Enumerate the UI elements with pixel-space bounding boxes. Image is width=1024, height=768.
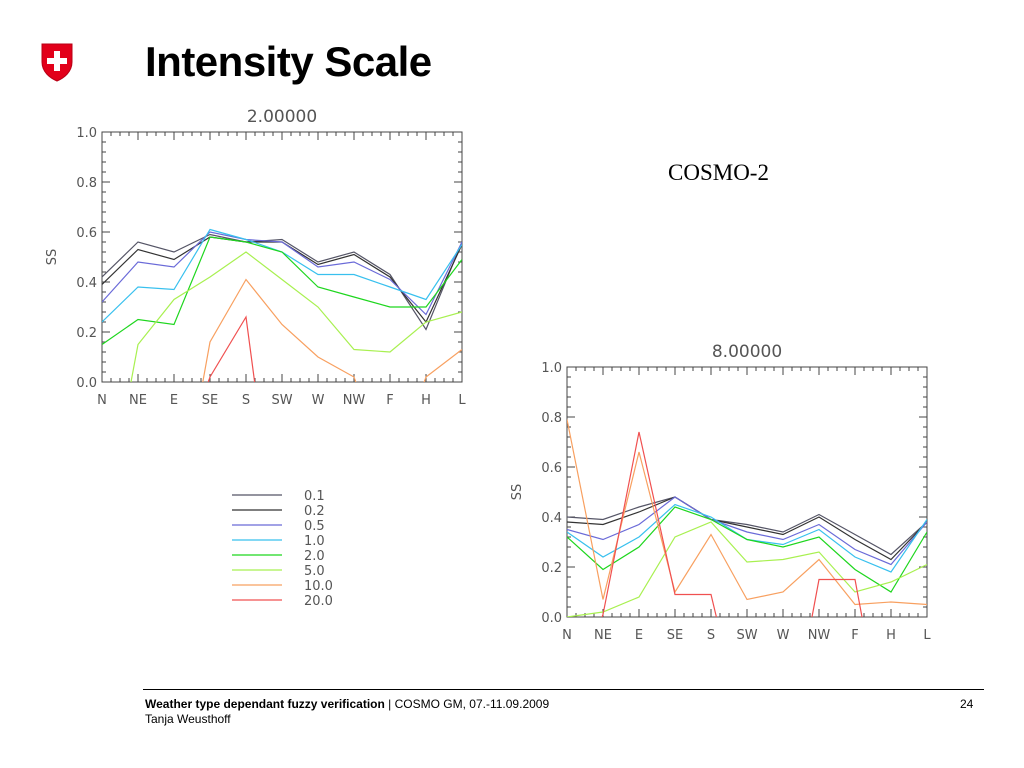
x-tick-label: S: [242, 393, 250, 408]
x-tick-label: W: [312, 393, 325, 408]
x-tick-label: SW: [271, 393, 292, 408]
y-tick-label: 0.8: [541, 411, 562, 426]
legend-label-2.0: 2.0: [304, 549, 325, 564]
y-tick-label: 0.6: [541, 461, 562, 476]
x-tick-label: SE: [667, 628, 683, 643]
intensity-scale-chart-1: 2.00000 SS 0.0 0.2 0.4 0.6 0.8 1.0 N NE E SE S SW W NW F…: [45, 107, 466, 408]
series-line-0.1: [567, 496, 927, 556]
y-tick-label: 0.8: [76, 176, 97, 191]
footer-text: Weather type dependant fuzzy verificatio…: [145, 697, 549, 727]
series-line-20.0: [601, 431, 718, 617]
x-tick-label: L: [458, 393, 466, 408]
x-tick-label: NE: [594, 628, 612, 643]
x-tick-label: S: [707, 628, 715, 643]
chart-legend: 0.10.20.51.02.05.010.020.0: [232, 489, 333, 609]
series-line-0.5: [567, 496, 927, 566]
y-axis-label: SS: [510, 484, 525, 501]
x-tick-label: N: [97, 393, 107, 408]
footer-separator: |: [384, 697, 395, 711]
series-line-5.0: [130, 251, 462, 382]
chart-title: 2.00000: [247, 107, 317, 127]
y-tick-label: 0.4: [76, 276, 97, 291]
series-line-20.0: [207, 315, 256, 382]
plot-frame: [101, 131, 463, 383]
series-line-10.0: [423, 349, 462, 382]
footer-divider: [143, 689, 984, 690]
footer-event: COSMO GM, 07.-11.09.2009: [394, 697, 550, 711]
y-tick-label: 0.0: [76, 376, 97, 391]
y-tick-label: 0.2: [76, 326, 97, 341]
y-tick-label: 1.0: [76, 126, 97, 141]
series-line-20.0: [811, 578, 863, 617]
x-tick-label: F: [851, 628, 858, 643]
series-line-2.0: [567, 506, 927, 593]
legend-label-0.1: 0.1: [304, 489, 325, 504]
legend-label-0.2: 0.2: [304, 504, 325, 519]
intensity-scale-chart-2: 8.00000 SS 0.0 0.2 0.4 0.6 0.8 1.0 N NE E SE S SW W NW F…: [510, 342, 931, 643]
x-tick-label: H: [886, 628, 896, 643]
legend-label-1.0: 1.0: [304, 534, 325, 549]
series-line-0.2: [567, 496, 927, 561]
x-tick-label: W: [777, 628, 790, 643]
legend-label-0.5: 0.5: [304, 519, 325, 534]
model-label: COSMO-2: [668, 160, 769, 185]
series-line-2.0: [102, 236, 462, 345]
y-tick-label: 1.0: [541, 361, 562, 376]
series-line-5.0: [567, 521, 927, 617]
slide-title: Intensity Scale: [145, 38, 432, 85]
footer-author: Tanja Weusthoff: [145, 712, 231, 726]
x-tick-label: NW: [343, 393, 366, 408]
y-tick-label: 0.2: [541, 561, 562, 576]
y-tick-label: 0.6: [76, 226, 97, 241]
y-axis-label: SS: [45, 249, 60, 266]
series-line-0.1: [102, 233, 462, 331]
x-tick-label: N: [562, 628, 572, 643]
legend-label-10.0: 10.0: [304, 579, 333, 594]
x-tick-label: SW: [736, 628, 757, 643]
chart-title: 8.00000: [712, 342, 782, 362]
legend-label-5.0: 5.0: [304, 564, 325, 579]
x-tick-label: NE: [129, 393, 147, 408]
x-tick-label: L: [923, 628, 931, 643]
footer-presentation-title: Weather type dependant fuzzy verificatio…: [145, 697, 385, 711]
series-line-10.0: [202, 278, 357, 382]
x-tick-label: E: [170, 393, 178, 408]
page-number: 24: [960, 697, 974, 711]
x-tick-label: H: [421, 393, 431, 408]
swiss-cross-shield-icon: [41, 43, 73, 82]
y-tick-label: 0.0: [541, 611, 562, 626]
x-tick-label: NW: [808, 628, 831, 643]
series-line-1.0: [102, 228, 462, 323]
x-tick-label: E: [635, 628, 643, 643]
x-tick-label: SE: [202, 393, 218, 408]
y-tick-label: 0.4: [541, 511, 562, 526]
series-line-10.0: [567, 419, 927, 606]
plot-frame: [566, 366, 928, 618]
legend-label-20.0: 20.0: [304, 594, 333, 609]
x-tick-label: F: [386, 393, 393, 408]
